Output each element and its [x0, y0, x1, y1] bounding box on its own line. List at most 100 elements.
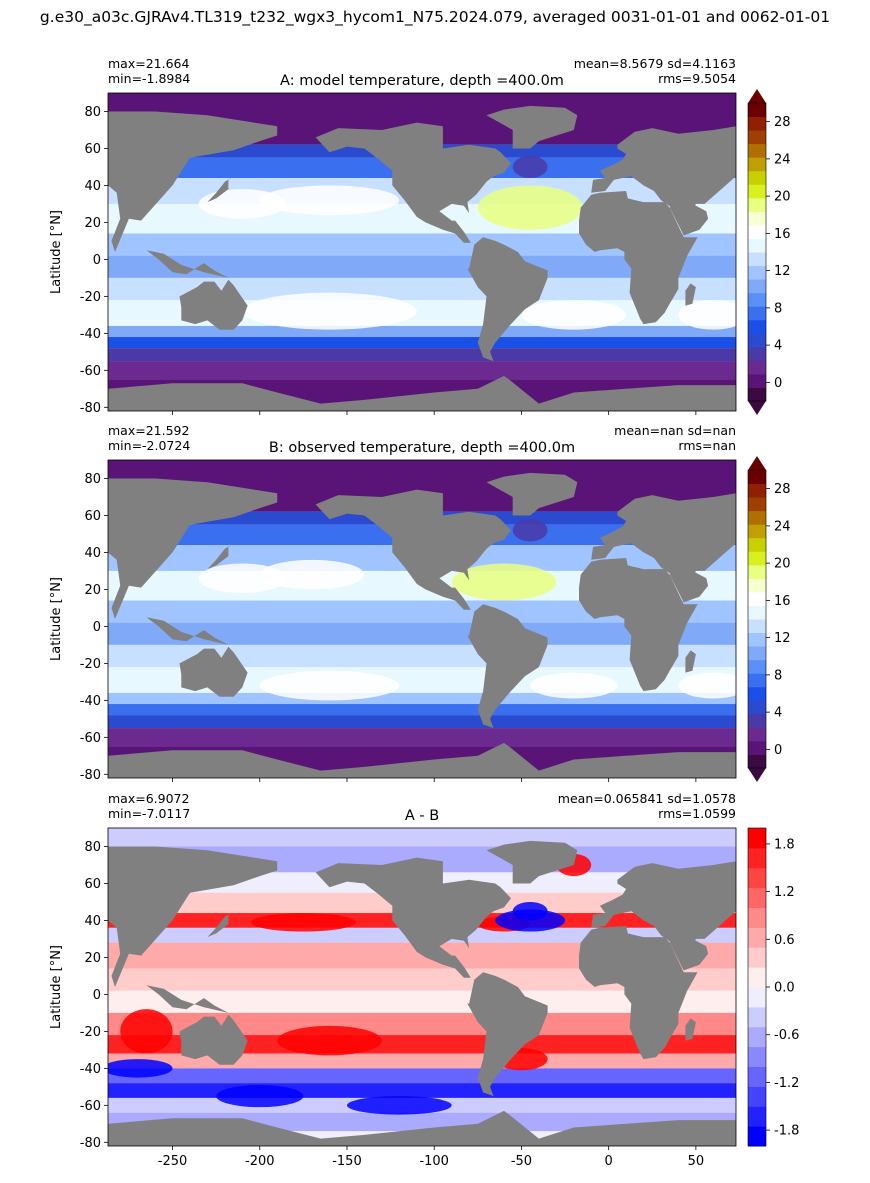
panel-c-mean-sd: mean=0.065841 sd=1.0578 [557, 791, 736, 806]
y-tick-label: 80 [84, 105, 101, 120]
y-tick-label: 60 [84, 509, 101, 524]
colorbar-segment [748, 360, 766, 375]
field-feature [451, 563, 557, 601]
panel-b-rms: rms=nan [678, 438, 736, 453]
field-band [108, 93, 736, 112]
colorbar-segment [748, 252, 766, 267]
y-tick-label: -60 [80, 364, 101, 379]
land-madagascar [685, 1018, 696, 1041]
colorbar-segment [748, 673, 766, 688]
field-band [108, 348, 736, 362]
plot-frame [107, 92, 737, 412]
field-feature [198, 189, 286, 219]
land-asia-east [108, 846, 278, 987]
colorbar-segment [748, 1066, 766, 1087]
panel-a-mean-sd: mean=8.5679 sd=4.1163 [573, 56, 736, 71]
colorbar-tick-label: 12 [774, 264, 791, 279]
colorbar-segment [748, 1126, 766, 1147]
field-feature [512, 901, 548, 921]
land-arabia [669, 200, 709, 236]
map-field [108, 460, 736, 778]
y-tick-label: 0 [93, 988, 101, 1003]
y-tick-label: -80 [80, 768, 101, 783]
colorbar-segment [748, 510, 766, 525]
y-tick-label: -20 [80, 657, 101, 672]
panel-b-mean-sd: mean=nan sd=nan [614, 423, 736, 438]
colorbar-segment [748, 497, 766, 512]
field-feature [120, 1009, 173, 1054]
colorbar-frame [747, 102, 767, 402]
field-band [108, 704, 736, 716]
field-feature [678, 672, 736, 699]
land-north-america [315, 122, 511, 243]
y-tick-label: 20 [84, 583, 101, 598]
plot-frame [107, 459, 737, 779]
field-feature [512, 155, 548, 179]
land-indonesia [146, 617, 229, 645]
y-axis-label: Latitude [°N] [49, 577, 64, 661]
colorbar-tick-label: 0.0 [774, 981, 795, 996]
colorbar-tick-label: 4 [774, 706, 782, 721]
x-tick-label: -200 [245, 1154, 275, 1169]
colorbar-tick-label: -0.6 [774, 1028, 799, 1043]
field-feature [251, 913, 356, 932]
field-band [108, 325, 736, 338]
plot-frame [107, 827, 737, 1147]
panel-a-max: max=21.664 [108, 56, 190, 71]
land-indonesia [146, 250, 229, 278]
land-south-america [467, 237, 548, 362]
colorbar-segment [748, 551, 766, 566]
colorbar-segment [748, 130, 766, 145]
land-madagascar [685, 650, 696, 673]
y-axis-label: Latitude [°N] [49, 210, 64, 294]
colorbar-segment [748, 867, 766, 889]
colorbar-segment [748, 238, 766, 253]
colorbar-segment [748, 828, 766, 849]
panel-b-min: min=-2.0724 [108, 438, 191, 453]
land-antarctica [108, 742, 736, 778]
y-tick-label: 20 [84, 216, 101, 231]
panel-a-min: min=-1.8984 [108, 71, 191, 86]
land-japan [207, 543, 234, 570]
panel-b-title: B: observed temperature, depth =400.0m [268, 440, 576, 456]
colorbar-segment [748, 887, 766, 908]
colorbar-extend-min [748, 768, 766, 782]
field-band [108, 1083, 736, 1098]
land-madagascar [685, 283, 696, 306]
y-tick-label: -40 [80, 694, 101, 709]
panel-c-max: max=6.9072 [108, 791, 190, 806]
y-tick-label: 60 [84, 142, 101, 157]
land-africa [579, 558, 698, 692]
colorbar-segment [748, 373, 766, 388]
colorbar-segment [748, 265, 766, 280]
colorbar-tick-label: 8 [774, 668, 782, 683]
colorbar-segment [748, 727, 766, 742]
colorbar-tick-label: 1.2 [774, 885, 795, 900]
field-band [108, 728, 736, 747]
land-japan [207, 176, 234, 203]
colorbar-segment [748, 197, 766, 212]
colorbar-extend-max [748, 89, 766, 103]
colorbar-segment [748, 659, 766, 674]
x-tick-label: -50 [511, 1154, 532, 1169]
field-band [108, 460, 736, 479]
y-tick-label: -80 [80, 401, 101, 416]
y-tick-label: -20 [80, 290, 101, 305]
y-tick-label: -60 [80, 1099, 101, 1114]
panel-b-stats-right: mean=nan sd=nan rms=nan [614, 423, 736, 453]
colorbar-segment [748, 184, 766, 199]
colorbar-segment [748, 1086, 766, 1107]
panel-b-chart: -80 -60 -40 -20 0 20 40 60 80 Latitude [°N] 0 4 8 12 1… [49, 456, 791, 783]
field-feature [277, 1025, 382, 1056]
colorbar-segment [748, 907, 766, 928]
colorbar: 0 4 8 12 16 20 24 28 [747, 89, 791, 415]
field-band [108, 337, 736, 349]
land-eurasia [591, 126, 736, 232]
field-band [108, 1053, 736, 1069]
x-tick-label: -250 [158, 1154, 188, 1169]
field-band [108, 828, 736, 847]
panel-a-title: A: model temperature, depth =400.0m [280, 73, 564, 89]
land-greenland [486, 840, 578, 884]
land-greenland [486, 105, 578, 149]
land-greenland [486, 472, 578, 516]
